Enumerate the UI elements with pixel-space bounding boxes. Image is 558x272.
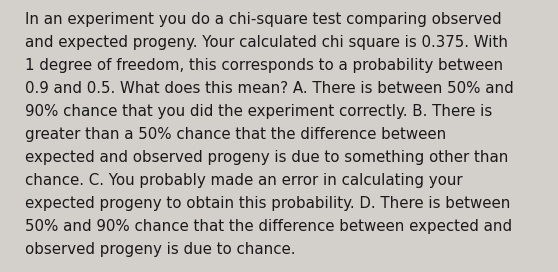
Text: observed progeny is due to chance.: observed progeny is due to chance. (25, 242, 296, 257)
Text: chance. C. You probably made an error in calculating your: chance. C. You probably made an error in… (25, 173, 463, 188)
Text: 90% chance that you did the experiment correctly. B. There is: 90% chance that you did the experiment c… (25, 104, 492, 119)
Text: and expected progeny. Your calculated chi square is 0.375. With: and expected progeny. Your calculated ch… (25, 35, 508, 50)
Text: 50% and 90% chance that the difference between expected and: 50% and 90% chance that the difference b… (25, 219, 512, 234)
Text: 0.9 and 0.5. What does this mean? A. There is between 50% and: 0.9 and 0.5. What does this mean? A. The… (25, 81, 514, 96)
Text: greater than a 50% chance that the difference between: greater than a 50% chance that the diffe… (25, 127, 446, 142)
Text: 1 degree of freedom, this corresponds to a probability between: 1 degree of freedom, this corresponds to… (25, 58, 503, 73)
Text: expected progeny to obtain this probability. D. There is between: expected progeny to obtain this probabil… (25, 196, 511, 211)
Text: expected and observed progeny is due to something other than: expected and observed progeny is due to … (25, 150, 508, 165)
Text: In an experiment you do a chi-square test comparing observed: In an experiment you do a chi-square tes… (25, 12, 502, 27)
